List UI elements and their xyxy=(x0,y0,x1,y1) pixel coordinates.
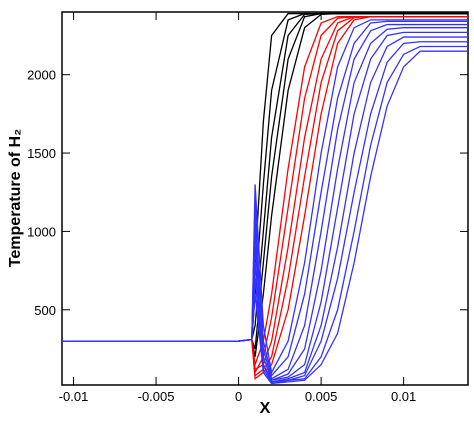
y-tick-label: 500 xyxy=(34,303,56,318)
series-line xyxy=(62,19,468,375)
series-line xyxy=(62,20,468,377)
y-tick-label: 1500 xyxy=(27,146,56,161)
x-tick-label: 0 xyxy=(235,389,242,404)
series-line xyxy=(62,16,468,375)
x-tick-label: -0.01 xyxy=(59,389,89,404)
x-tick-label: 0.005 xyxy=(305,389,338,404)
plot-frame xyxy=(61,11,469,386)
series-line xyxy=(62,16,468,377)
x-tick-label: 0.01 xyxy=(391,389,416,404)
y-tick-label: 2000 xyxy=(27,68,56,83)
series-line xyxy=(62,27,468,382)
series-line xyxy=(62,12,468,357)
x-tick-label: -0.005 xyxy=(138,389,175,404)
series-line xyxy=(62,16,468,371)
series-line xyxy=(62,45,468,385)
series-line xyxy=(62,50,468,385)
y-axis-label: Temperature of H₂ xyxy=(7,129,24,267)
series-line xyxy=(62,41,468,383)
y-tick-label: 1000 xyxy=(27,224,56,239)
x-axis-label: X xyxy=(260,400,271,417)
series-line xyxy=(62,16,468,365)
series-line xyxy=(62,23,468,380)
series-line xyxy=(62,16,468,380)
